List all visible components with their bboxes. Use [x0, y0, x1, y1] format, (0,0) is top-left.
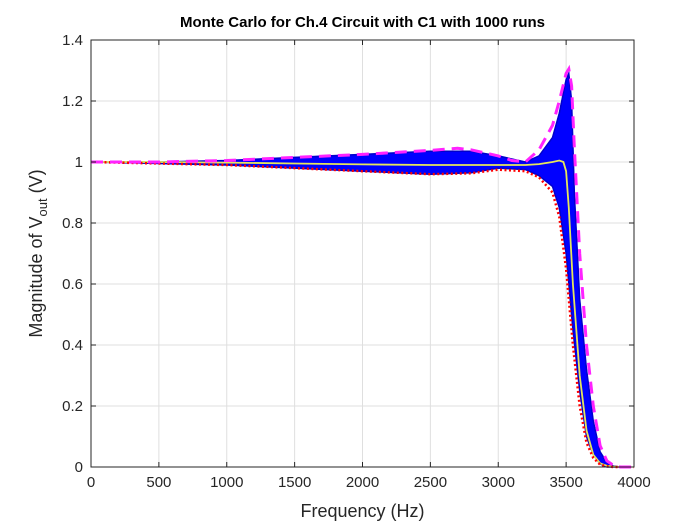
y-tick-label: 0.6	[62, 276, 83, 293]
y-tick-label: 0.8	[62, 215, 83, 232]
y-tick-label: 0	[75, 459, 83, 476]
x-tick-label: 1500	[278, 474, 311, 491]
y-tick-label: 1.2	[62, 93, 83, 110]
x-tick-label: 2000	[346, 474, 379, 491]
y-axis-title: Magnitude of Vout (V)	[26, 169, 50, 337]
chart-title: Monte Carlo for Ch.4 Circuit with C1 wit…	[180, 14, 545, 31]
x-tick-label: 3000	[482, 474, 515, 491]
y-tick-labels: 0 0.2 0.4 0.6 0.8 1 1.2 1.4	[62, 32, 83, 476]
x-tick-label: 0	[87, 474, 95, 491]
upper-bound-line	[91, 64, 634, 469]
y-tick-label: 1	[75, 154, 83, 171]
y-axis-title-subscript: out	[35, 198, 50, 216]
x-tick-label: 4000	[617, 474, 650, 491]
nominal-response-line	[91, 159, 621, 468]
x-tick-label: 1000	[210, 474, 243, 491]
y-axis-title-prefix: Magnitude of V	[26, 217, 46, 338]
x-axis-title: Frequency (Hz)	[300, 501, 424, 521]
y-tick-label: 1.4	[62, 32, 83, 49]
y-axis-title-suffix: (V)	[26, 169, 46, 198]
y-tick-label: 0.2	[62, 398, 83, 415]
lower-bound-line	[90, 160, 634, 469]
y-tick-label: 0.4	[62, 337, 83, 354]
x-tick-label: 3500	[549, 474, 582, 491]
data-layer	[90, 64, 634, 469]
x-tick-labels: 0 500 1000 1500 2000 2500 3000 3500 4000	[87, 474, 651, 491]
x-tick-label: 2500	[414, 474, 447, 491]
ticks	[90, 39, 635, 468]
x-tick-label: 500	[146, 474, 171, 491]
